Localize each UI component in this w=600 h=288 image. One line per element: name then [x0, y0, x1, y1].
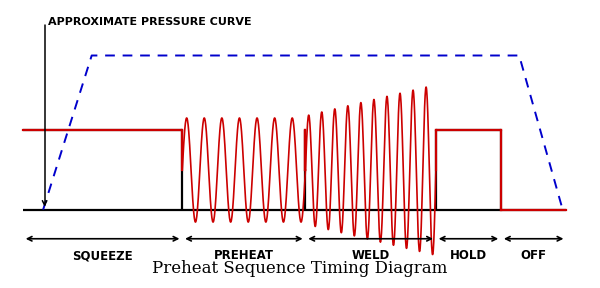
- Text: APPROXIMATE PRESSURE CURVE: APPROXIMATE PRESSURE CURVE: [43, 17, 252, 205]
- Text: SQUEEZE: SQUEEZE: [72, 249, 133, 262]
- Text: WELD: WELD: [352, 249, 390, 262]
- Text: Preheat Sequence Timing Diagram: Preheat Sequence Timing Diagram: [152, 260, 448, 277]
- Text: OFF: OFF: [521, 249, 547, 262]
- Text: PREHEAT: PREHEAT: [214, 249, 274, 262]
- Text: HOLD: HOLD: [450, 249, 487, 262]
